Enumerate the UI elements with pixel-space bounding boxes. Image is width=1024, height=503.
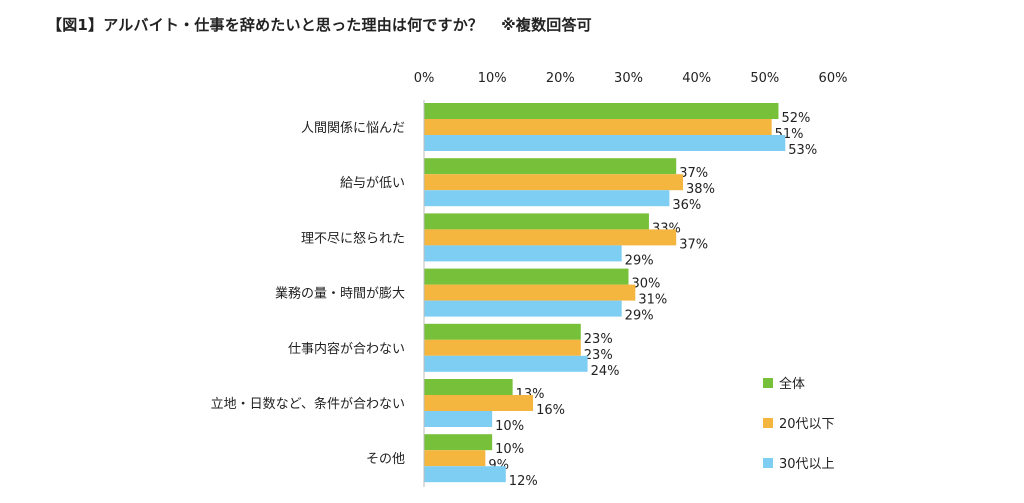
bar [424, 190, 670, 207]
data-label: 31% [638, 293, 667, 308]
category-label: 理不尽に怒られた [301, 231, 405, 246]
legend-swatch [763, 378, 773, 388]
data-label: 23% [584, 332, 613, 347]
bar [424, 158, 677, 175]
data-label: 23% [584, 348, 613, 363]
bar [424, 395, 534, 411]
bar [424, 450, 486, 467]
bar [424, 119, 772, 135]
bar [424, 355, 588, 372]
bar [424, 434, 493, 451]
chart-title-text: 【図1】アルバイト・仕事を辞めたいと思った理由は何ですか？ [47, 16, 484, 34]
chart-title: 【図1】アルバイト・仕事を辞めたいと思った理由は何ですか？ ※複数回答可 [47, 14, 592, 35]
category-label: その他 [366, 452, 405, 467]
data-label: 37% [679, 166, 708, 181]
bar [424, 323, 581, 340]
category-label: 給与が低い [340, 176, 405, 191]
data-label: 38% [686, 182, 715, 197]
bar [424, 135, 786, 151]
bar [424, 213, 649, 230]
data-label: 53% [788, 143, 817, 158]
data-label: 36% [672, 198, 701, 213]
data-label: 10% [495, 419, 524, 434]
data-label: 29% [625, 253, 654, 268]
data-label: 16% [536, 403, 565, 418]
bar [424, 284, 636, 301]
legend-label: 20代以下 [779, 417, 835, 432]
data-label: 29% [625, 309, 654, 324]
category-label: 業務の量・時間が膨大 [275, 286, 405, 302]
bar [424, 245, 622, 262]
x-tick-label: 10% [478, 71, 507, 86]
category-label: 立地・日数など、条件が合わない [211, 396, 405, 412]
legend-label: 全体 [779, 376, 805, 392]
x-tick-label: 30% [614, 71, 643, 86]
data-label: 52% [781, 111, 810, 126]
bar [424, 103, 779, 119]
legend-swatch [763, 418, 773, 428]
data-label: 12% [509, 474, 538, 489]
legend-swatch [763, 458, 773, 468]
chart-title-note: ※複数回答可 [501, 16, 592, 34]
data-label: 10% [495, 442, 524, 457]
bar [424, 229, 677, 246]
x-tick-label: 40% [682, 71, 711, 86]
data-label: 37% [679, 237, 708, 252]
bar [424, 174, 684, 191]
bar [424, 379, 513, 395]
bar [424, 411, 493, 427]
category-label: 人間関係に悩んだ [301, 121, 405, 136]
x-tick-label: 60% [819, 71, 848, 86]
bar [424, 466, 506, 483]
x-tick-label: 20% [546, 71, 575, 86]
bar [424, 300, 622, 317]
x-tick-label: 0% [414, 71, 435, 86]
x-tick-label: 50% [750, 71, 779, 86]
bar [424, 268, 629, 285]
bar [424, 339, 581, 356]
category-label: 仕事内容が合わない [288, 341, 405, 357]
data-label: 24% [591, 364, 620, 379]
legend-label: 30代以上 [779, 457, 835, 472]
data-label: 30% [632, 277, 661, 292]
